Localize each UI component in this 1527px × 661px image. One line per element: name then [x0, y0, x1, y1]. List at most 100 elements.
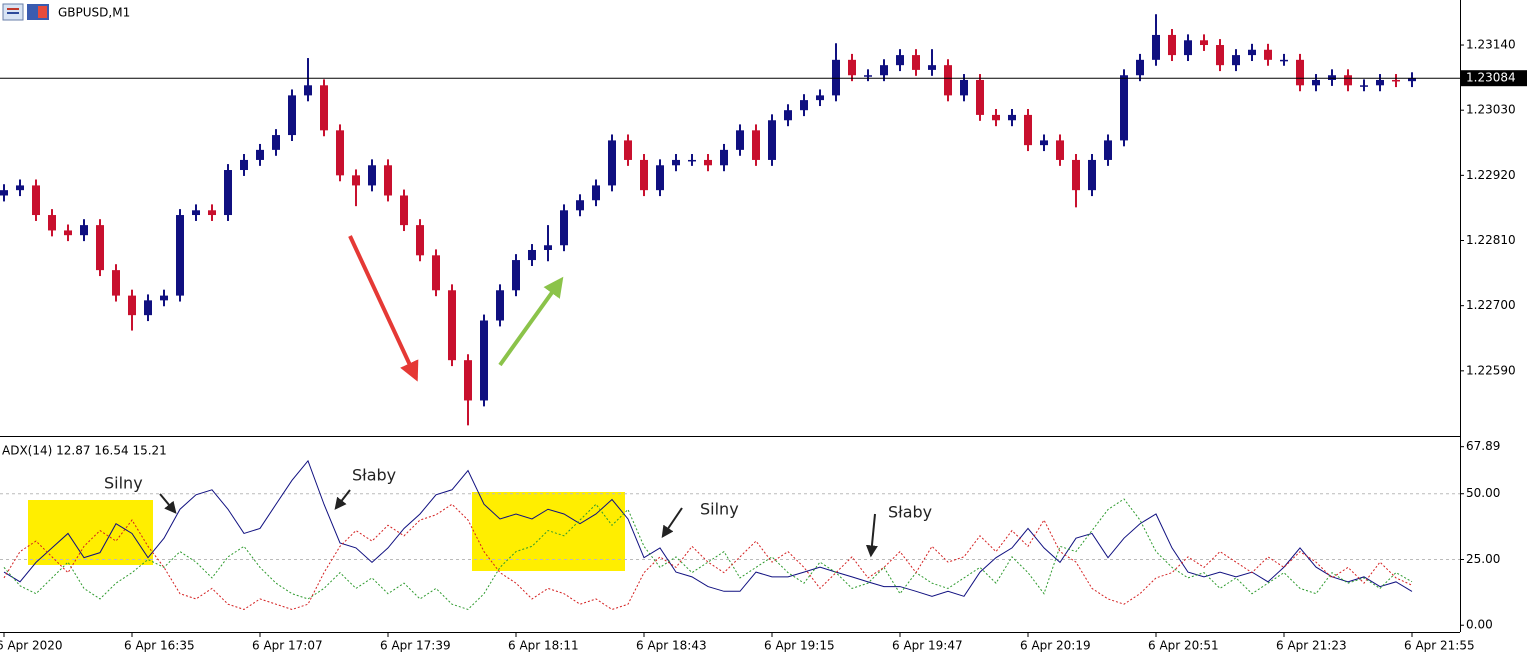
y-tick-label: 1.22810: [1466, 233, 1516, 247]
candle-body: [48, 215, 56, 231]
candle-body: [272, 135, 280, 150]
x-tick-label: 6 Apr 20:51: [1148, 639, 1219, 653]
candle-body: [1136, 59, 1144, 76]
candle-body: [1216, 45, 1224, 66]
candle-body: [768, 120, 776, 160]
current-price-label: 1.23084: [1466, 71, 1516, 85]
y-tick-label: 1.22920: [1466, 168, 1516, 182]
candle-body: [112, 270, 120, 296]
y-tick-label: 67.89: [1466, 439, 1500, 453]
candle-body: [448, 290, 456, 361]
candle-body: [400, 195, 408, 226]
candle-body: [544, 245, 552, 250]
candle-body: [480, 320, 488, 401]
candle-body: [160, 295, 168, 301]
candle-body: [928, 65, 936, 70]
x-tick-label: 6 Apr 19:15: [764, 639, 835, 653]
candle-body: [384, 165, 392, 196]
annotation: Słaby: [888, 503, 932, 522]
candle-body: [1264, 49, 1272, 60]
highlight-box: [472, 492, 625, 571]
candle-body: [752, 130, 760, 160]
pointer-arrow: [159, 493, 177, 514]
icon: [7, 12, 19, 14]
candle-body: [560, 210, 568, 246]
candle-body: [496, 290, 504, 321]
annotation: Słaby: [352, 466, 396, 485]
x-tick-label: 6 Apr 19:47: [892, 639, 963, 653]
candle-body: [688, 159, 696, 162]
candle-body: [720, 149, 728, 166]
candle-body: [368, 165, 376, 186]
y-tick-label: 0.00: [1466, 618, 1493, 632]
candle-body: [576, 200, 584, 211]
candle-body: [896, 55, 904, 66]
candle-body: [416, 225, 424, 256]
candle-body: [96, 225, 104, 271]
candle-body: [0, 190, 8, 196]
x-tick-label: 6 Apr 17:39: [380, 639, 451, 653]
candle-body: [848, 59, 856, 76]
candle-body: [960, 79, 968, 96]
current-price-box: [1461, 70, 1527, 87]
y-tick-label: 50.00: [1466, 486, 1500, 500]
candle-body: [224, 170, 232, 216]
candle-body: [1296, 59, 1304, 86]
y-tick-label: 1.22700: [1466, 298, 1516, 312]
candle-body: [704, 159, 712, 166]
candle-body: [336, 130, 344, 176]
candle-body: [1168, 34, 1176, 56]
annotation: Silny: [700, 500, 739, 519]
candle-body: [1376, 79, 1384, 86]
candle-body: [624, 140, 632, 160]
candle-body: [128, 295, 136, 316]
trend-arrow: [498, 276, 564, 367]
candle-body: [1248, 49, 1256, 56]
candle-body: [736, 130, 744, 150]
candle-body: [784, 110, 792, 121]
candle-body: [1056, 140, 1064, 160]
candle-body: [880, 65, 888, 76]
candle-body: [1024, 114, 1032, 146]
annotation: Silny: [104, 474, 143, 493]
candle-body: [944, 65, 952, 96]
candle-body: [1072, 159, 1080, 191]
x-tick-label: 6 Apr 16:35: [124, 639, 195, 653]
candle-body: [32, 185, 40, 216]
candle-body: [144, 300, 152, 316]
candle-body: [1184, 40, 1192, 56]
indicator-title: ADX(14) 12.87 16.54 15.21: [2, 444, 167, 458]
candle-body: [1232, 55, 1240, 66]
candle-body: [640, 159, 648, 191]
indicator-line: [3, 498, 1413, 611]
marks: [0, 14, 1460, 611]
candle-body: [352, 175, 360, 186]
candle-body: [240, 159, 248, 171]
candle-body: [976, 79, 984, 115]
candle-body: [464, 360, 472, 401]
app-icons: [2, 3, 49, 21]
x-tick-label: 6 Apr 21:23: [1276, 639, 1347, 653]
candle-body: [288, 95, 296, 136]
candle-body: [656, 165, 664, 191]
candle-body: [1120, 75, 1128, 141]
candle-body: [304, 85, 312, 96]
candle-body: [1088, 159, 1096, 191]
candle-body: [528, 249, 536, 261]
candle-body: [672, 159, 680, 166]
candle-body: [1008, 114, 1016, 121]
trend-arrow: [348, 235, 419, 382]
candle-body: [1328, 75, 1336, 80]
candle-body: [64, 230, 72, 236]
candle-body: [176, 215, 184, 296]
candle-body: [800, 100, 808, 111]
x-tick-label: 6 Apr 17:07: [252, 639, 323, 653]
candle-body: [912, 55, 920, 70]
candle-body: [256, 149, 264, 160]
candle-body: [320, 85, 328, 131]
candle-body: [592, 185, 600, 201]
pointer-arrow: [865, 513, 878, 558]
candle-body: [608, 140, 616, 186]
